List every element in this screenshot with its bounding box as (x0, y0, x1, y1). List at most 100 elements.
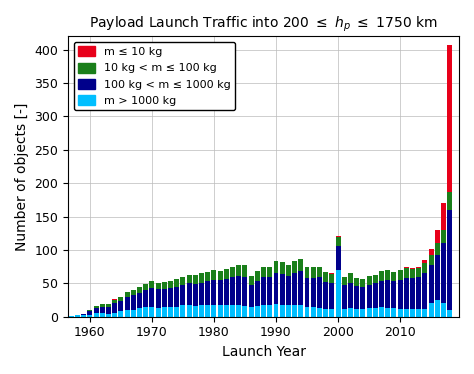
Bar (100, 313, 105, 317)
Bar (273, 261, 278, 273)
Bar (174, 279, 179, 287)
Bar (187, 305, 191, 317)
Bar (168, 288, 173, 307)
Bar (379, 307, 384, 317)
Bar (118, 301, 123, 312)
Bar (230, 277, 235, 305)
Bar (273, 273, 278, 304)
Bar (336, 237, 340, 246)
Bar (273, 304, 278, 317)
Bar (373, 275, 378, 283)
Bar (311, 307, 316, 317)
Bar (292, 273, 297, 305)
Bar (280, 262, 285, 274)
Bar (168, 280, 173, 288)
Bar (447, 210, 452, 310)
Bar (93, 313, 99, 317)
Bar (199, 273, 204, 283)
Bar (87, 312, 92, 315)
Bar (255, 280, 260, 306)
Bar (404, 268, 409, 278)
Bar (243, 265, 247, 277)
Bar (342, 285, 346, 309)
Bar (304, 278, 310, 307)
Bar (211, 270, 217, 280)
Bar (236, 305, 241, 317)
Bar (360, 309, 365, 317)
Bar (211, 305, 217, 317)
Bar (422, 273, 428, 309)
Bar (323, 309, 328, 317)
Bar (373, 308, 378, 317)
Bar (218, 271, 223, 280)
Bar (106, 314, 111, 317)
Bar (106, 304, 111, 307)
Bar (348, 308, 353, 317)
Bar (137, 308, 142, 317)
Bar (304, 267, 310, 278)
Bar (329, 309, 334, 317)
Bar (118, 312, 123, 317)
Bar (422, 309, 428, 317)
Bar (87, 315, 92, 317)
Bar (118, 297, 123, 301)
Bar (416, 267, 421, 268)
Bar (181, 285, 185, 305)
Bar (143, 290, 148, 307)
Bar (354, 278, 359, 286)
Bar (155, 308, 161, 317)
Bar (336, 246, 340, 270)
Bar (435, 243, 440, 255)
Bar (155, 283, 161, 289)
Bar (311, 278, 316, 307)
Bar (155, 289, 161, 308)
Bar (280, 274, 285, 305)
Bar (249, 285, 254, 307)
Bar (360, 279, 365, 287)
Bar (243, 277, 247, 306)
Bar (435, 255, 440, 300)
Bar (385, 270, 390, 280)
Bar (181, 277, 185, 285)
Bar (255, 271, 260, 280)
Bar (143, 284, 148, 290)
Bar (348, 273, 353, 283)
Bar (205, 281, 210, 305)
Bar (336, 236, 340, 237)
Bar (422, 260, 428, 263)
Bar (112, 303, 117, 313)
Bar (360, 287, 365, 309)
Bar (410, 278, 415, 309)
Bar (93, 308, 99, 313)
Bar (385, 280, 390, 308)
Bar (366, 308, 372, 317)
Bar (428, 265, 434, 303)
Bar (125, 310, 129, 317)
Bar (199, 305, 204, 317)
Bar (255, 306, 260, 317)
Title: Payload Launch Traffic into 200 $\leq$ $h_p$ $\leq$ 1750 km: Payload Launch Traffic into 200 $\leq$ $… (89, 15, 438, 34)
Bar (261, 305, 266, 317)
Bar (249, 307, 254, 317)
Bar (323, 272, 328, 282)
Bar (125, 292, 129, 297)
Bar (398, 280, 402, 309)
Bar (224, 279, 229, 305)
Bar (193, 275, 198, 284)
Bar (112, 313, 117, 317)
Bar (428, 303, 434, 317)
Bar (205, 272, 210, 281)
Bar (137, 293, 142, 308)
Bar (131, 310, 136, 317)
Bar (447, 192, 452, 210)
Bar (329, 283, 334, 309)
Bar (149, 307, 155, 317)
Bar (298, 259, 303, 271)
Bar (137, 286, 142, 293)
Bar (149, 281, 155, 288)
Bar (280, 305, 285, 317)
Bar (236, 265, 241, 276)
Bar (422, 263, 428, 273)
Bar (354, 309, 359, 317)
Bar (398, 309, 402, 317)
